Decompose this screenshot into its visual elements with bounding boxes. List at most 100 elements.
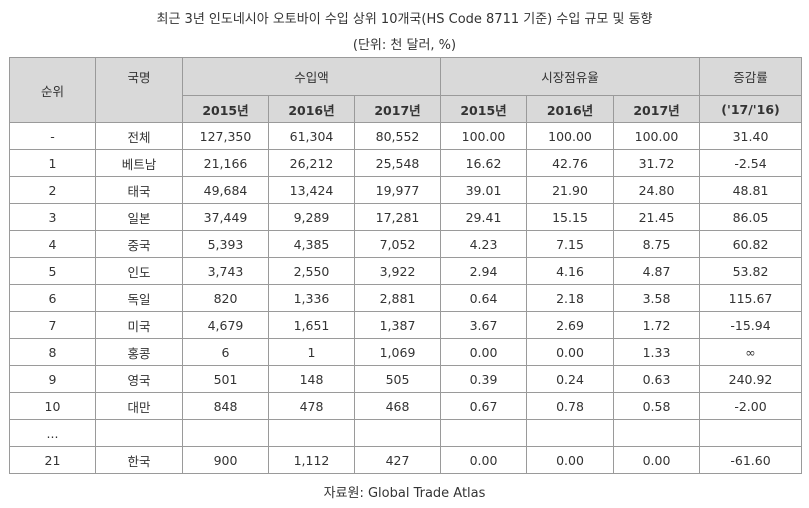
rank-cell: 8 <box>9 338 96 366</box>
share-2016-cell: 7.15 <box>526 230 615 258</box>
import-2015-cell <box>182 419 269 447</box>
share-2016-cell: 0.00 <box>526 446 615 474</box>
rank-cell: 1 <box>9 149 96 177</box>
country-cell: 태국 <box>95 176 183 204</box>
header-year: 2016년 <box>268 95 355 123</box>
change-cell: -61.60 <box>699 446 803 474</box>
share-2015-cell: 39.01 <box>440 176 528 204</box>
header-country: 국명 <box>95 57 183 123</box>
country-cell: 일본 <box>95 203 183 231</box>
unit-note: (단위: 천 달러, %) <box>352 38 457 53</box>
import-2015-cell: 21,166 <box>182 149 269 177</box>
import-2015-cell: 900 <box>182 446 269 474</box>
share-2016-cell: 42.76 <box>526 149 615 177</box>
import-2017-cell: 468 <box>353 392 442 420</box>
table-row: 2 태국 49,684 13,424 19,977 39.01 21.90 24.80 48.8… <box>9 176 803 204</box>
import-table: 순위 국명 수입액 시장점유율 증감률 2015년 2016년 2017년 20… <box>9 57 803 474</box>
rank-cell: - <box>9 122 96 150</box>
share-2016-cell: 2.69 <box>526 311 615 339</box>
country-cell: 한국 <box>95 446 183 474</box>
share-2017-cell: 24.80 <box>613 176 701 204</box>
header-change-period: ('17/'16) <box>699 95 803 123</box>
header-year: 2015년 <box>440 95 528 123</box>
share-2015-cell: 4.23 <box>440 230 528 258</box>
country-cell: 전체 <box>95 122 183 150</box>
country-cell <box>95 419 183 447</box>
share-2017-cell: 31.72 <box>613 149 701 177</box>
import-2016-cell: 1,336 <box>268 284 355 312</box>
table-row: 1 베트남 21,166 26,212 25,548 16.62 42.76 31.72 -2.… <box>9 149 803 177</box>
share-2015-cell: 0.64 <box>440 284 528 312</box>
rank-cell: 4 <box>9 230 96 258</box>
import-2016-cell <box>268 419 355 447</box>
import-2017-cell: 17,281 <box>353 203 442 231</box>
header-year: 2017년 <box>613 95 701 123</box>
table-row: ... <box>9 419 803 447</box>
import-2015-cell: 127,350 <box>182 122 269 150</box>
share-2017-cell: 1.72 <box>613 311 701 339</box>
table-row: - 전체 127,350 61,304 80,552 100.00 100.00 100.00… <box>9 122 803 150</box>
import-2015-cell: 5,393 <box>182 230 269 258</box>
header-change: 증감률 <box>699 57 803 96</box>
table-row: 21 한국 900 1,112 427 0.00 0.00 0.00 -61.60 <box>9 446 803 474</box>
change-cell: 86.05 <box>699 203 803 231</box>
import-2017-cell: 19,977 <box>353 176 442 204</box>
header-year: 2017년 <box>353 95 442 123</box>
rank-cell: ... <box>9 419 96 447</box>
table-row: 3 일본 37,449 9,289 17,281 29.41 15.15 21.45 86.05 <box>9 203 803 231</box>
import-2016-cell: 9,289 <box>268 203 355 231</box>
table-row: 4 중국 5,393 4,385 7,052 4.23 7.15 8.75 60.82 <box>9 230 803 258</box>
share-2015-cell: 0.39 <box>440 365 528 393</box>
import-2017-cell: 427 <box>353 446 442 474</box>
change-cell: 53.82 <box>699 257 803 285</box>
import-2016-cell: 13,424 <box>268 176 355 204</box>
import-2015-cell: 820 <box>182 284 269 312</box>
import-2015-cell: 49,684 <box>182 176 269 204</box>
share-2016-cell: 0.78 <box>526 392 615 420</box>
change-cell: -2.54 <box>699 149 803 177</box>
share-2016-cell: 4.16 <box>526 257 615 285</box>
rank-cell: 21 <box>9 446 96 474</box>
share-2017-cell: 1.33 <box>613 338 701 366</box>
header-year: 2016년 <box>526 95 615 123</box>
share-2015-cell: 16.62 <box>440 149 528 177</box>
share-2015-cell: 0.00 <box>440 338 528 366</box>
share-2017-cell: 100.00 <box>613 122 701 150</box>
rank-cell: 6 <box>9 284 96 312</box>
country-cell: 인도 <box>95 257 183 285</box>
table-row: 9 영국 501 148 505 0.39 0.24 0.63 240.92 <box>9 365 803 393</box>
share-2015-cell: 100.00 <box>440 122 528 150</box>
country-cell: 독일 <box>95 284 183 312</box>
import-2016-cell: 1,651 <box>268 311 355 339</box>
change-cell: -15.94 <box>699 311 803 339</box>
table-title: 최근 3년 인도네시아 오토바이 수입 상위 10개국(HS Code 8711… <box>156 12 653 27</box>
import-2017-cell: 2,881 <box>353 284 442 312</box>
share-2016-cell <box>526 419 615 447</box>
rank-cell: 9 <box>9 365 96 393</box>
country-cell: 미국 <box>95 311 183 339</box>
share-2016-cell: 21.90 <box>526 176 615 204</box>
share-2017-cell <box>613 419 701 447</box>
table-row: 7 미국 4,679 1,651 1,387 3.67 2.69 1.72 -15.94 <box>9 311 803 339</box>
import-2016-cell: 26,212 <box>268 149 355 177</box>
share-2017-cell: 4.87 <box>613 257 701 285</box>
table-row: 6 독일 820 1,336 2,881 0.64 2.18 3.58 115.67 <box>9 284 803 312</box>
table-row: 5 인도 3,743 2,550 3,922 2.94 4.16 4.87 53.82 <box>9 257 803 285</box>
import-2016-cell: 478 <box>268 392 355 420</box>
change-cell: 48.81 <box>699 176 803 204</box>
import-2017-cell: 1,387 <box>353 311 442 339</box>
share-2016-cell: 0.00 <box>526 338 615 366</box>
import-2015-cell: 37,449 <box>182 203 269 231</box>
header-rank: 순위 <box>9 57 96 123</box>
import-2016-cell: 2,550 <box>268 257 355 285</box>
import-2017-cell: 7,052 <box>353 230 442 258</box>
import-2016-cell: 1,112 <box>268 446 355 474</box>
import-2017-cell <box>353 419 442 447</box>
rank-cell: 7 <box>9 311 96 339</box>
share-2015-cell: 3.67 <box>440 311 528 339</box>
import-2015-cell: 6 <box>182 338 269 366</box>
country-cell: 중국 <box>95 230 183 258</box>
share-2017-cell: 0.00 <box>613 446 701 474</box>
share-2015-cell: 0.67 <box>440 392 528 420</box>
share-2017-cell: 0.58 <box>613 392 701 420</box>
